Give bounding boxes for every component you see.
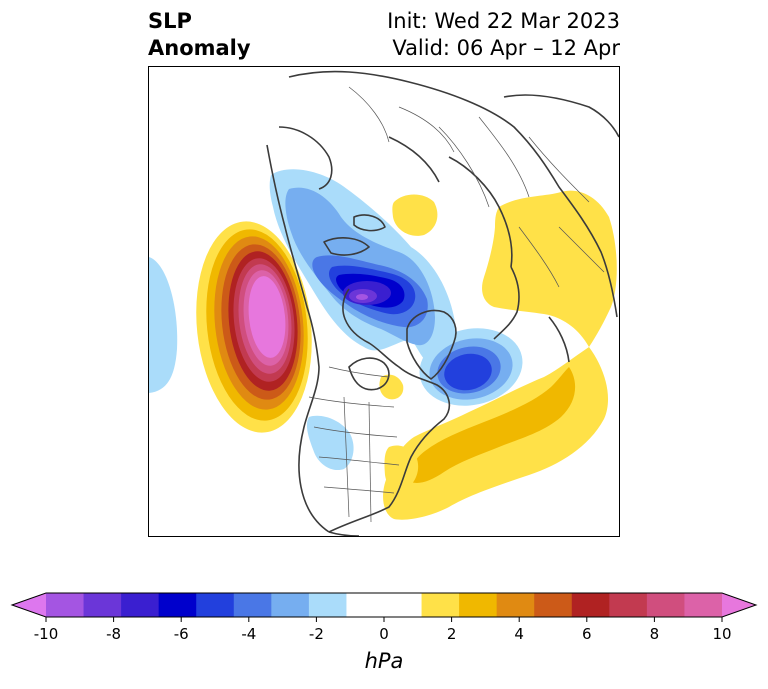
colorbar-swatch — [384, 593, 423, 617]
title-variable-line2: Anomaly — [148, 36, 251, 60]
colorbar-tick-label: -6 — [174, 625, 189, 643]
init-date-text: Init: Wed 22 Mar 2023 — [387, 9, 620, 33]
colorbar-ticks: -10 -8 -6 -4 -2 0 2 4 6 8 10 — [34, 617, 732, 643]
colorbar-swatch — [271, 593, 310, 617]
colorbar-extend-min — [12, 593, 46, 617]
colorbar-swatch — [571, 593, 610, 617]
colorbar-swatch — [496, 593, 535, 617]
colorbar-tick-label: 6 — [582, 625, 592, 643]
colorbar-svg: -10 -8 -6 -4 -2 0 2 4 6 8 10 hPa — [10, 592, 758, 673]
colorbar-tick-label: -8 — [106, 625, 121, 643]
colorbar-tick-label: 4 — [514, 625, 524, 643]
colorbar-tick-label: 2 — [447, 625, 457, 643]
map-panel — [148, 66, 620, 537]
coastlines — [266, 70, 619, 536]
title-variable-line1: SLP — [148, 9, 192, 33]
colorbar: -10 -8 -6 -4 -2 0 2 4 6 8 10 hPa — [0, 585, 768, 685]
colorbar-tick-label: 0 — [379, 625, 389, 643]
map-dates: Init: Wed 22 Mar 2023 Valid: 06 Apr – 12… — [387, 8, 620, 62]
colorbar-swatch — [158, 593, 197, 617]
colorbar-swatch — [308, 593, 347, 617]
colorbar-swatch — [421, 593, 460, 617]
anomaly-atlantic-positive — [379, 347, 609, 520]
anomaly-eurasia-positive — [392, 190, 617, 347]
colorbar-swatch — [346, 593, 385, 617]
anomaly-pacific-high — [196, 221, 312, 433]
anomaly-us-negative — [306, 415, 354, 471]
anomaly-pacific-negative — [149, 257, 178, 393]
colorbar-unit-label: hPa — [365, 649, 404, 673]
colorbar-swatch — [459, 593, 498, 617]
colorbar-tick-label: -10 — [34, 625, 59, 643]
colorbar-tick-label: -4 — [241, 625, 256, 643]
anomaly-atlantic-low — [419, 328, 523, 406]
colorbar-swatch — [646, 593, 685, 617]
colorbar-swatch — [46, 593, 85, 617]
colorbar-swatch — [196, 593, 235, 617]
colorbar-tick-label: 10 — [712, 625, 731, 643]
anomaly-arctic-low — [269, 169, 457, 367]
colorbar-swatch — [83, 593, 122, 617]
colorbar-swatch — [233, 593, 272, 617]
colorbar-tick-label: 8 — [650, 625, 660, 643]
slp-anomaly-map — [149, 70, 619, 536]
borders — [308, 86, 605, 523]
colorbar-swatch — [121, 593, 160, 617]
map-title: SLP Anomaly — [148, 8, 251, 62]
colorbar-swatches — [12, 593, 756, 617]
colorbar-swatch — [534, 593, 573, 617]
colorbar-tick-label: -2 — [309, 625, 324, 643]
colorbar-swatch — [609, 593, 648, 617]
colorbar-swatch — [684, 593, 723, 617]
valid-date-text: Valid: 06 Apr – 12 Apr — [392, 36, 620, 60]
colorbar-extend-max — [722, 593, 756, 617]
